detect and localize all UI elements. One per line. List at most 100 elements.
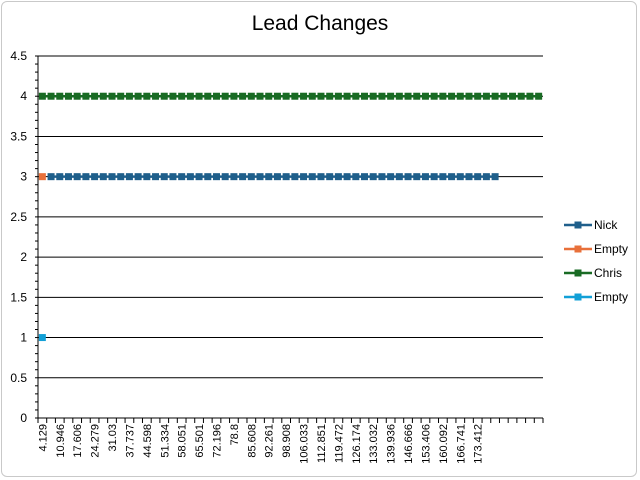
data-point-empty <box>38 334 46 342</box>
data-point-chris <box>247 92 255 100</box>
data-point-chris <box>169 92 177 100</box>
x-tick-label: 126.174 <box>351 424 363 464</box>
data-point-nick <box>282 173 290 181</box>
data-point-chris <box>282 92 290 100</box>
data-point-chris <box>387 92 395 100</box>
data-point-chris <box>239 92 247 100</box>
data-point-nick <box>387 173 395 181</box>
legend-swatch <box>564 245 592 253</box>
data-point-chris <box>47 92 55 100</box>
data-point-chris <box>152 92 160 100</box>
data-point-nick <box>82 173 90 181</box>
legend-swatch <box>564 293 592 301</box>
data-point-nick <box>448 173 456 181</box>
chart-title: Lead Changes <box>251 12 389 35</box>
data-point-chris <box>465 92 473 100</box>
data-point-chris <box>395 92 403 100</box>
data-point-chris <box>143 92 151 100</box>
y-tick-label: 1.5 <box>10 290 27 304</box>
data-point-chris <box>195 92 203 100</box>
data-point-chris <box>369 92 377 100</box>
data-point-nick <box>439 173 447 181</box>
data-point-nick <box>265 173 273 181</box>
data-point-chris <box>38 92 46 100</box>
legend-label: Empty <box>594 290 629 304</box>
y-tick-label: 2 <box>20 250 27 264</box>
data-point-nick <box>326 173 334 181</box>
data-point-nick <box>73 173 81 181</box>
data-point-nick <box>247 173 255 181</box>
data-point-nick <box>221 173 229 181</box>
data-point-chris <box>474 92 482 100</box>
data-point-nick <box>195 173 203 181</box>
data-point-nick <box>334 173 342 181</box>
x-tick-label: 10.946 <box>55 424 67 458</box>
data-point-chris <box>526 92 534 100</box>
legend-label: Empty <box>594 242 629 256</box>
data-point-chris <box>509 92 517 100</box>
data-point-chris <box>482 92 490 100</box>
data-point-nick <box>204 173 212 181</box>
data-point-nick <box>352 173 360 181</box>
y-tick-label: 1 <box>20 331 27 345</box>
data-point-chris <box>265 92 273 100</box>
y-tick-label: 0.5 <box>10 371 27 385</box>
data-point-chris <box>186 92 194 100</box>
data-point-nick <box>456 173 464 181</box>
data-point-chris <box>178 92 186 100</box>
data-point-chris <box>212 92 220 100</box>
x-tick-label: 173.412 <box>473 424 485 464</box>
data-point-chris <box>300 92 308 100</box>
data-point-chris <box>456 92 464 100</box>
data-point-nick <box>308 173 316 181</box>
data-point-nick <box>291 173 299 181</box>
data-point-chris <box>352 92 360 100</box>
y-tick-label: 4.5 <box>10 49 27 63</box>
data-point-nick <box>178 173 186 181</box>
data-point-chris <box>273 92 281 100</box>
data-point-nick <box>317 173 325 181</box>
data-point-chris <box>334 92 342 100</box>
y-tick-label: 4 <box>20 89 27 103</box>
data-point-nick <box>64 173 72 181</box>
data-point-chris <box>160 92 168 100</box>
x-tick-label: 119.472 <box>333 424 345 463</box>
data-point-nick <box>343 173 351 181</box>
x-tick-label: 139.936 <box>386 424 398 464</box>
data-point-nick <box>134 173 142 181</box>
data-point-nick <box>369 173 377 181</box>
x-tick-label: 106.033 <box>299 424 311 464</box>
data-point-chris <box>517 92 525 100</box>
data-point-nick <box>239 173 247 181</box>
data-point-nick <box>404 173 412 181</box>
x-tick-label: 51.334 <box>159 424 171 458</box>
data-point-chris <box>448 92 456 100</box>
data-point-chris <box>221 92 229 100</box>
data-point-nick <box>160 173 168 181</box>
x-tick-label: 17.606 <box>72 424 84 458</box>
data-point-nick <box>169 173 177 181</box>
x-tick-label: 78.8 <box>229 424 241 445</box>
x-tick-label: 98.908 <box>281 424 293 458</box>
legend-label: Nick <box>594 218 618 232</box>
data-point-nick <box>91 173 99 181</box>
y-tick-label: 3 <box>20 170 27 184</box>
data-point-chris <box>134 92 142 100</box>
data-point-nick <box>47 173 55 181</box>
data-point-chris <box>108 92 116 100</box>
data-point-nick <box>56 173 64 181</box>
data-point-chris <box>421 92 429 100</box>
x-tick-label: 85.608 <box>246 424 258 458</box>
data-point-chris <box>204 92 212 100</box>
data-point-chris <box>500 92 508 100</box>
data-point-chris <box>308 92 316 100</box>
x-tick-label: 37.737 <box>124 424 136 458</box>
data-point-nick <box>378 173 386 181</box>
data-point-chris <box>64 92 72 100</box>
data-point-nick <box>256 173 264 181</box>
y-tick-label: 2.5 <box>10 210 27 224</box>
x-tick-label: 31.03 <box>107 424 119 452</box>
data-point-nick <box>300 173 308 181</box>
data-point-empty <box>38 173 46 181</box>
